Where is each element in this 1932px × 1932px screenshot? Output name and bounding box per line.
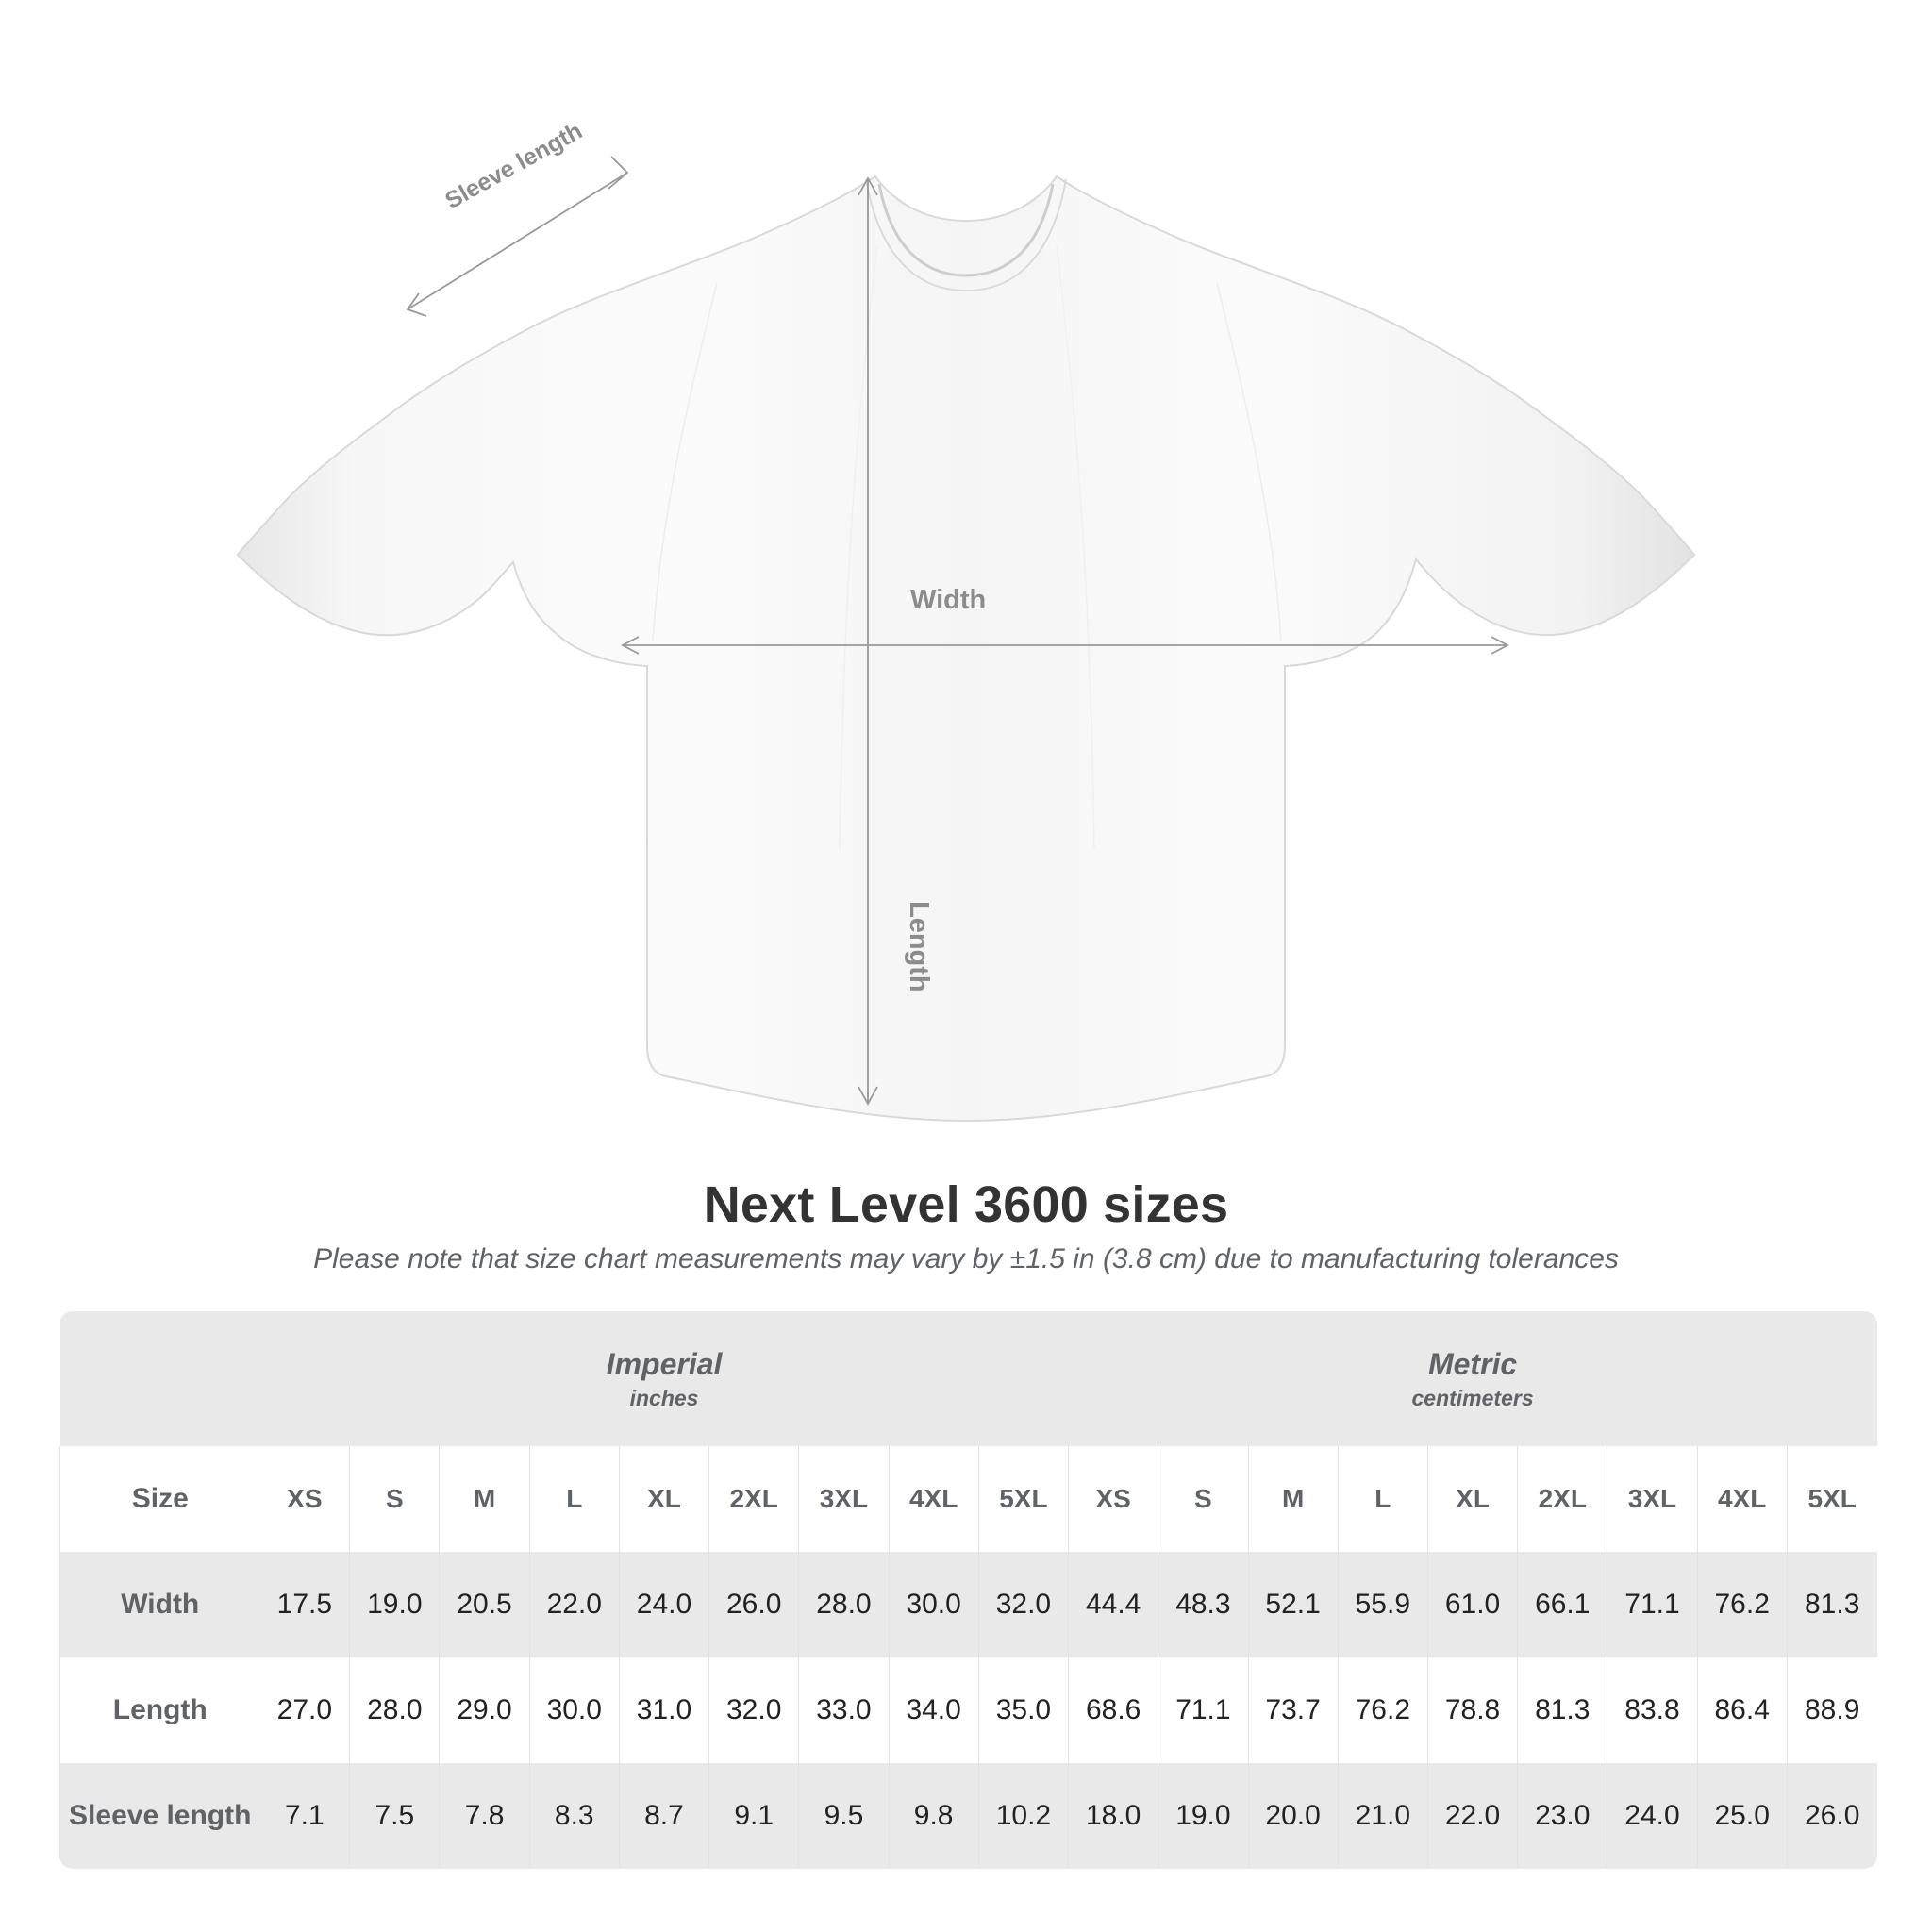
svg-text:Length: Length (904, 901, 934, 992)
svg-text:Sleeve length: Sleeve length (441, 118, 587, 215)
svg-text:Width: Width (910, 585, 986, 615)
